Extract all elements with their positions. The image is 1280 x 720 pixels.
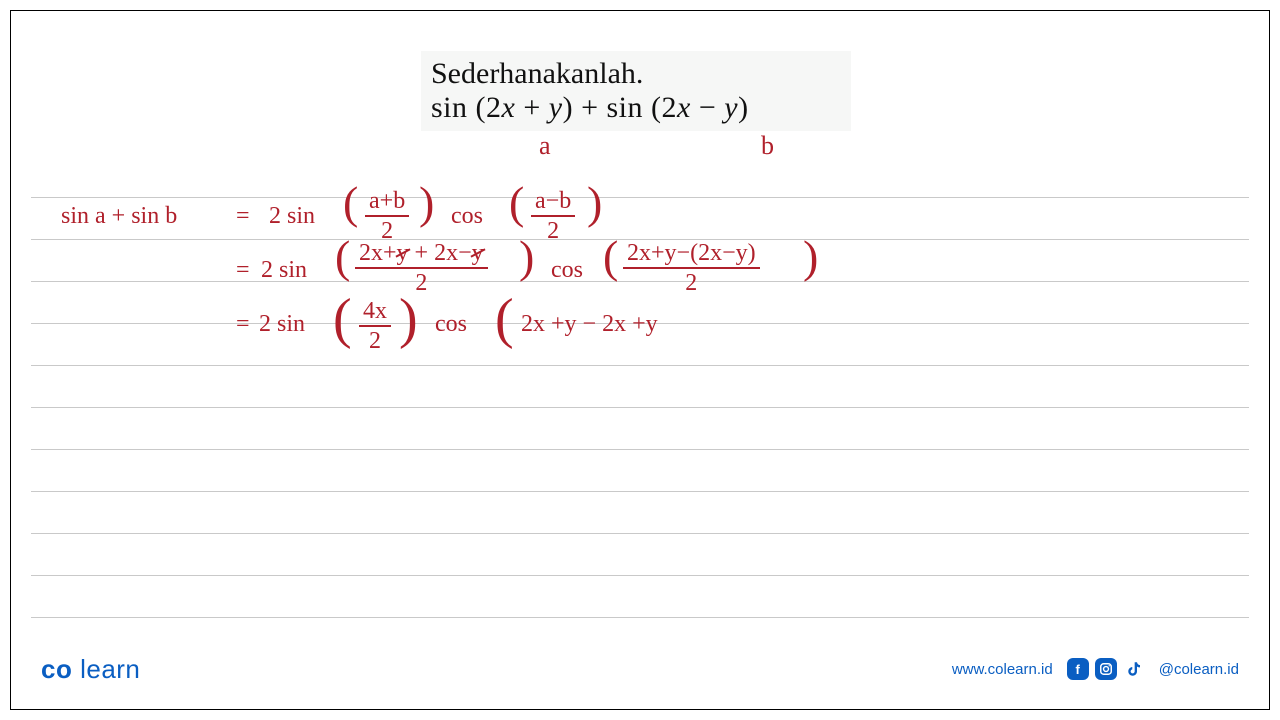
line1-frac-1: a+b2 (361, 189, 413, 243)
rule-line (31, 407, 1249, 408)
line3-paren-open-2: ( (495, 307, 514, 334)
expr-part: ) + sin (2 (563, 91, 677, 124)
tiktok-icon (1123, 658, 1145, 680)
line2-2sin: 2 sin (261, 257, 307, 284)
line1-paren-close-2: ) (587, 191, 602, 218)
facebook-icon: f (1067, 658, 1089, 680)
strike-y: y (472, 241, 484, 265)
frac-num: 4x (359, 299, 391, 325)
expr-x: x (502, 91, 516, 124)
expr-x: x (677, 91, 691, 124)
line3-cos: cos (435, 311, 467, 338)
line2-paren-open-1: ( (335, 245, 350, 272)
problem-title: Sederhanakanlah. (431, 57, 841, 91)
line1-paren-open-1: ( (343, 191, 358, 218)
expr-part: − (691, 91, 724, 124)
frac-den: 2 (623, 269, 760, 295)
expr-part: sin (2 (431, 91, 502, 124)
line1-cos: cos (451, 203, 483, 230)
line2-frac-2: 2x+y−(2x−y)2 (619, 241, 764, 295)
frac-den: 2 (531, 217, 575, 243)
line1-paren-close-1: ) (419, 191, 434, 218)
expr-part: ) (738, 91, 749, 124)
line3-2sin: 2 sin (259, 311, 305, 338)
footer-url: www.colearn.id (952, 661, 1053, 678)
hand-label-b: b (761, 131, 774, 161)
rule-line (31, 365, 1249, 366)
line3-frac-1: 4x2 (355, 299, 395, 353)
line2-paren-open-2: ( (603, 245, 618, 272)
line2-paren-close-2: ) (803, 245, 818, 272)
page-border: Sederhanakanlah. sin (2x + y) + sin (2x … (10, 10, 1270, 710)
rule-line (31, 617, 1249, 618)
expr-y: y (724, 91, 738, 124)
instagram-icon (1095, 658, 1117, 680)
line1-lhs: sin a + sin b (61, 203, 177, 230)
line2-cos: cos (551, 257, 583, 284)
frac-num: 2x+y + 2x−y (355, 241, 488, 267)
rule-line (31, 197, 1249, 198)
line1-paren-open-2: ( (509, 191, 524, 218)
frac-num-part: 2x+ (359, 240, 397, 266)
line1-equals: = (236, 203, 250, 230)
line2-equals: = (236, 257, 250, 284)
strike-y: y (397, 241, 409, 265)
frac-num-part: + 2x− (409, 240, 472, 266)
hand-label-a: a (539, 131, 551, 161)
line1-frac-2: a−b2 (527, 189, 579, 243)
social-icons: f (1067, 658, 1145, 680)
footer: co learn www.colearn.id f @colearn.id (41, 649, 1239, 689)
problem-expression: sin (2x + y) + sin (2x − y) (431, 91, 841, 125)
line3-paren-open-1: ( (333, 307, 352, 334)
logo: co learn (41, 654, 140, 685)
problem-block: Sederhanakanlah. sin (2x + y) + sin (2x … (421, 51, 851, 131)
rule-line (31, 449, 1249, 450)
rule-line (31, 575, 1249, 576)
line1-2sin: 2 sin (269, 203, 315, 230)
frac-den: 2 (359, 327, 391, 353)
social-handle: @colearn.id (1159, 661, 1239, 678)
line3-inner: 2x +y − 2x +y (521, 311, 658, 338)
line2-frac-1: 2x+y + 2x−y 2 (351, 241, 492, 295)
frac-num: a+b (365, 189, 409, 215)
logo-learn: learn (80, 654, 140, 684)
rule-line (31, 533, 1249, 534)
frac-den: 2 (355, 269, 488, 295)
frac-num: a−b (531, 189, 575, 215)
logo-co: co (41, 654, 72, 684)
line3-paren-close-1: ) (399, 307, 418, 334)
frac-num: 2x+y−(2x−y) (623, 241, 760, 267)
line2-paren-close-1: ) (519, 245, 534, 272)
rule-line (31, 491, 1249, 492)
line3-equals: = (236, 311, 250, 338)
footer-right: www.colearn.id f @colearn.id (952, 658, 1239, 680)
expr-y: y (549, 91, 563, 124)
expr-part: + (515, 91, 548, 124)
